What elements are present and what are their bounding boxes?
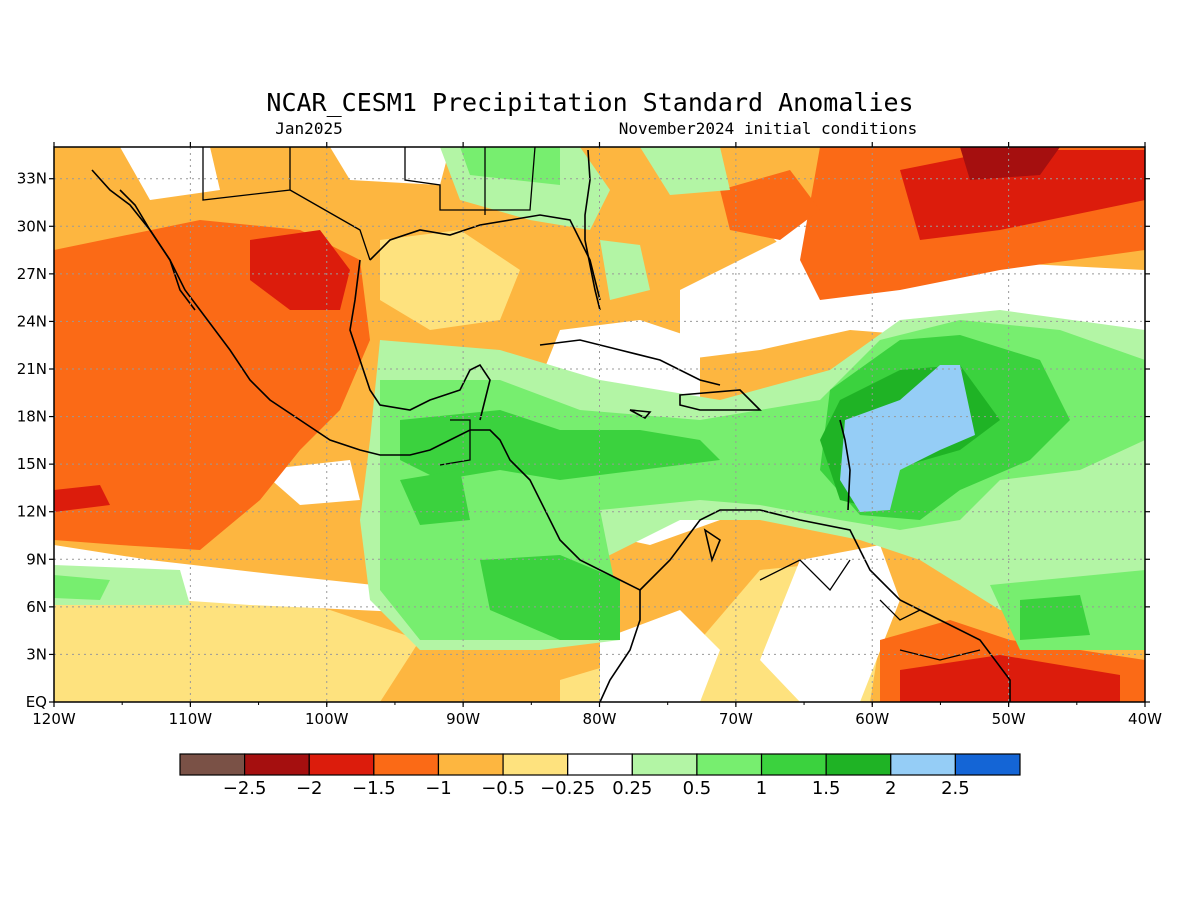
colorbar-swatch <box>954 753 1021 776</box>
field-very-dry <box>54 150 1145 702</box>
lat-tick-label: 24N <box>17 312 47 330</box>
lon-tick-label: 50W <box>992 710 1026 728</box>
lat-tick-label: 30N <box>17 217 47 235</box>
lon-tick-label: 120W <box>32 710 76 728</box>
lon-tick-label: 100W <box>305 710 349 728</box>
figure-title: NCAR_CESM1 Precipitation Standard Anomal… <box>266 88 913 117</box>
lon-tick-label: 40W <box>1128 710 1162 728</box>
colorbar-swatch <box>179 753 246 776</box>
colorbar-label: 1.5 <box>812 778 841 799</box>
colorbar-swatch <box>308 753 375 776</box>
colorbar-label: −2 <box>296 778 323 799</box>
lat-tick-label: 33N <box>17 170 47 188</box>
colorbar: −2.5 −2 −1.5 −1 −0.5 −0.25 0.25 0.5 1 1.5 2 2.5 <box>179 753 1021 799</box>
colorbar-label: 1 <box>756 778 767 799</box>
lon-tick-label: 60W <box>855 710 889 728</box>
colorbar-label: 2 <box>885 778 896 799</box>
lat-tick-label: EQ <box>26 693 47 711</box>
init-conditions-label: November2024 initial conditions <box>619 119 918 138</box>
colorbar-swatch <box>567 753 633 776</box>
lon-tick-label: 110W <box>169 710 213 728</box>
lat-tick-label: 18N <box>17 408 47 426</box>
lat-tick-label: 21N <box>17 360 47 378</box>
lat-tick-label: 3N <box>26 645 47 663</box>
colorbar-label: −1 <box>425 778 452 799</box>
colorbar-swatch <box>437 753 504 776</box>
colorbar-swatch <box>825 753 892 776</box>
axis-ticks: EQ 3N 6N 9N 12N 15N 18N 21N 24N 27N 30N 33N 120W 110W… <box>17 142 1162 728</box>
lat-tick-label: 6N <box>26 598 47 616</box>
colorbar-label: 0.5 <box>683 778 712 799</box>
colorbar-swatch <box>631 753 698 776</box>
colorbar-swatch <box>373 753 440 776</box>
colorbar-label: −2.5 <box>223 778 267 799</box>
field-extreme-dry <box>960 147 1060 180</box>
colorbar-swatch <box>890 753 956 776</box>
borders <box>202 147 981 661</box>
valid-month-label: Jan2025 <box>275 119 342 138</box>
anomaly-field <box>54 147 1145 702</box>
map-gridlines <box>54 147 1145 702</box>
colorbar-swatch <box>696 753 763 776</box>
coastlines <box>91 149 1011 702</box>
field-extreme-wet <box>840 365 975 512</box>
colorbar-label: 2.5 <box>941 778 970 799</box>
colorbar-swatch <box>502 753 569 776</box>
lon-tick-label: 90W <box>446 710 480 728</box>
colorbar-label: −0.5 <box>481 778 525 799</box>
lat-tick-label: 12N <box>17 503 47 521</box>
lat-tick-label: 15N <box>17 455 47 473</box>
colorbar-label: −1.5 <box>352 778 396 799</box>
colorbar-label: −0.25 <box>540 778 595 799</box>
colorbar-swatch <box>244 753 310 776</box>
lat-tick-label: 27N <box>17 265 47 283</box>
lon-tick-label: 70W <box>719 710 753 728</box>
colorbar-swatch <box>760 753 827 776</box>
lat-tick-label: 9N <box>26 550 47 568</box>
colorbar-label: 0.25 <box>612 778 652 799</box>
lon-tick-label: 80W <box>583 710 617 728</box>
